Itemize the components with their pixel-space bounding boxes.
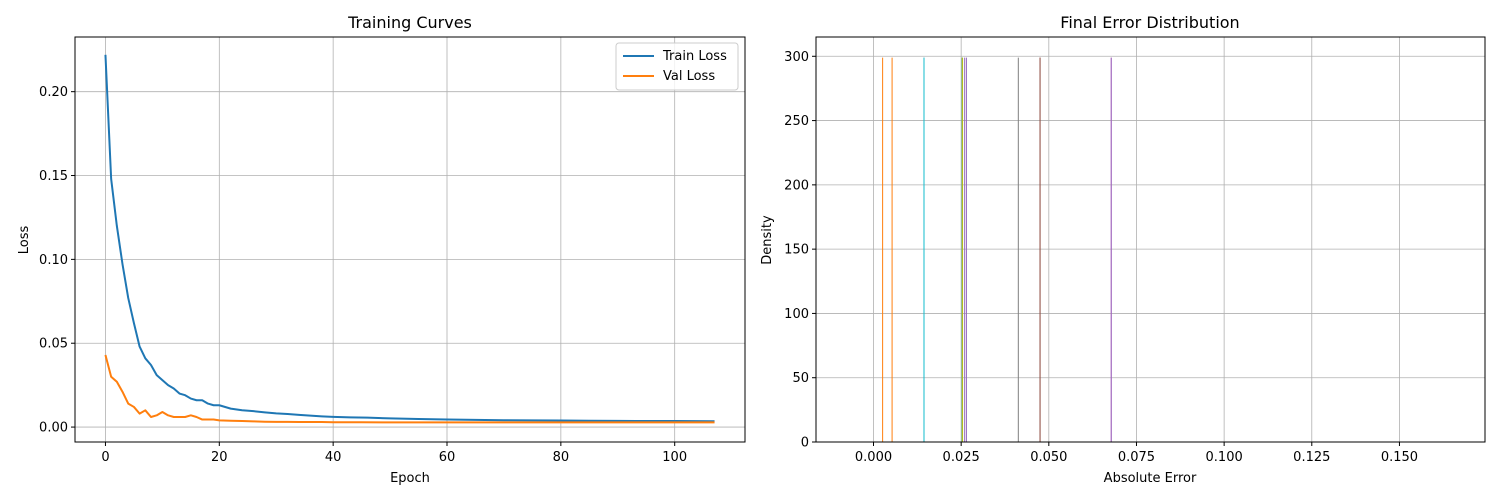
plot-area <box>882 57 1112 442</box>
y-tick-label: 200 <box>784 178 809 193</box>
y-tick-label: 250 <box>784 114 809 129</box>
x-tick-label: 40 <box>325 450 342 465</box>
axes-frame <box>74 36 746 443</box>
y-tick-label: 0.05 <box>39 337 68 352</box>
x-axis-label: Epoch <box>390 471 430 486</box>
ticks: 0.000 0.025 0.050 0.075 0.100 0.125 0.150 0 50 10… <box>784 50 1418 465</box>
series-line-train-loss <box>104 54 715 423</box>
y-tick-label: 0.10 <box>39 253 68 268</box>
x-tick-label: 0 <box>101 450 109 465</box>
x-axis-label: Absolute Error <box>1104 471 1197 486</box>
y-tick-label: 50 <box>792 371 809 386</box>
x-tick-label: 0.050 <box>1030 450 1067 465</box>
x-tick-label: 0.100 <box>1206 450 1243 465</box>
x-tick-label: 20 <box>211 450 228 465</box>
y-tick-label: 0.20 <box>39 85 68 100</box>
chart-title: Training Curves <box>347 13 472 32</box>
y-axis-label: Loss <box>17 226 32 255</box>
grid <box>75 37 745 442</box>
legend-label-train: Train Loss <box>662 49 727 64</box>
ticks: 0 20 40 60 80 100 0.00 0.05 0.10 0.15 0.20 <box>39 85 687 465</box>
axes-frame <box>815 36 1486 443</box>
x-tick-label: 0.125 <box>1293 450 1330 465</box>
legend-label-val: Val Loss <box>663 69 715 84</box>
y-tick-label: 0.15 <box>39 169 68 184</box>
legend-box <box>615 42 739 91</box>
training-curves-panel: Training Curves 0 20 40 60 80 100 0.00 0.05 0.10… <box>17 13 746 486</box>
error-distribution-panel: Final Error Distribution 0.000 0.025 0.050… <box>760 13 1486 486</box>
y-tick-label: 150 <box>784 243 809 258</box>
series-line-val-loss <box>104 354 715 424</box>
y-tick-label: 100 <box>784 307 809 322</box>
y-tick-label: 300 <box>784 50 809 65</box>
x-tick-label: 0.000 <box>855 450 892 465</box>
x-tick-label: 60 <box>439 450 456 465</box>
x-tick-label: 0.075 <box>1118 450 1155 465</box>
y-axis-label: Density <box>760 215 775 265</box>
chart-title: Final Error Distribution <box>1060 13 1239 32</box>
y-tick-label: 0.00 <box>39 421 68 436</box>
y-tick-label: 0 <box>801 436 809 451</box>
x-tick-label: 80 <box>553 450 570 465</box>
plot-area <box>104 54 715 424</box>
x-tick-label: 0.025 <box>943 450 980 465</box>
x-tick-label: 100 <box>662 450 687 465</box>
x-tick-label: 0.150 <box>1381 450 1418 465</box>
legend: Train Loss Val Loss <box>615 42 739 91</box>
